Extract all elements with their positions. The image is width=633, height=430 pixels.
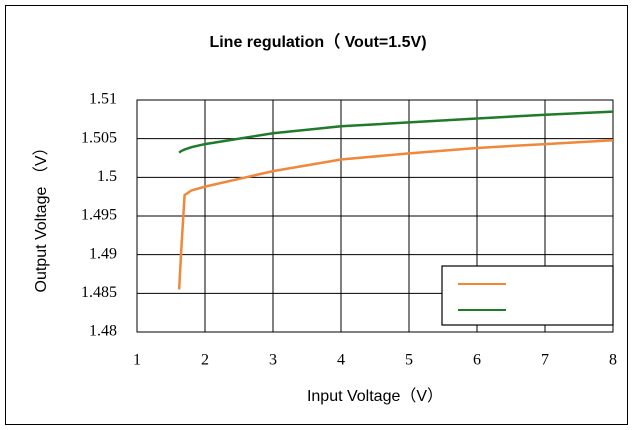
x-tick-label: 3: [269, 352, 277, 369]
chart-border: [5, 5, 628, 425]
x-tick-label: 4: [337, 352, 345, 369]
x-axis-label: Input Voltage（V）: [307, 387, 443, 405]
x-tick-label: 5: [405, 352, 413, 369]
y-tick-label: 1.505: [81, 129, 117, 146]
y-axis-label: Output Voltage （V）: [32, 140, 50, 293]
x-tick-label: 2: [201, 352, 209, 369]
y-tick-label: 1.495: [81, 207, 117, 224]
y-tick-label: 1.48: [89, 323, 117, 340]
x-tick-label: 7: [541, 352, 549, 369]
plot-border: [136, 99, 614, 333]
series-line: [178, 110, 614, 154]
x-tick-label: 6: [473, 352, 481, 369]
y-tick-label: 1.49: [89, 245, 117, 262]
y-tick-label: 1.51: [89, 91, 117, 108]
x-tick-label: 8: [609, 352, 617, 369]
series-line: [177, 138, 614, 290]
y-tick-label: 1.5: [97, 168, 117, 185]
y-tick-label: 1.485: [81, 284, 117, 301]
legend-box: [441, 265, 614, 326]
x-tick-label: 1: [133, 352, 141, 369]
chart-title: Line regulation（ Vout=1.5V): [209, 33, 426, 51]
